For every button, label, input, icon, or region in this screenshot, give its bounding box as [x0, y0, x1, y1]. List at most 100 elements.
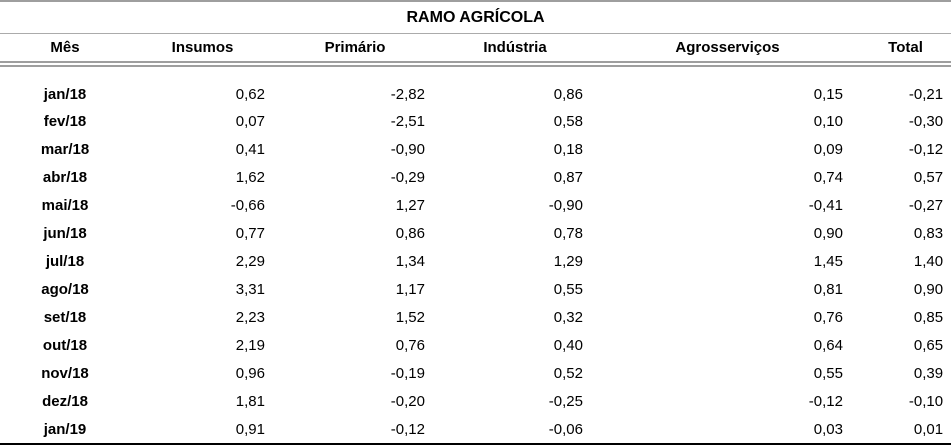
column-header-insumos: Insumos: [130, 33, 275, 67]
row-month: jan/18: [43, 86, 87, 103]
column-header-agrosservicos: Agrosserviços: [595, 33, 860, 67]
cell-total: 0,90: [913, 280, 944, 298]
table-title-row: RAMO AGRÍCOLA: [0, 1, 951, 34]
cell-primario: 1,17: [395, 280, 425, 298]
cell-industria: 0,86: [553, 86, 583, 103]
cell-agrosservicos: 0,10: [813, 112, 843, 130]
cell-insumos: 0,91: [235, 420, 265, 438]
table-row: set/18 2,23 1,52 0,32 0,76 0,85: [0, 303, 951, 331]
cell-total: -0,12: [908, 140, 944, 158]
cell-industria: 0,78: [553, 224, 583, 242]
cell-agrosservicos: 0,55: [813, 364, 843, 382]
cell-industria: 0,40: [553, 336, 583, 354]
table-row: jun/18 0,77 0,86 0,78 0,90 0,83: [0, 219, 951, 247]
row-month: dez/18: [42, 392, 88, 410]
cell-industria: 1,29: [553, 252, 583, 270]
cell-industria: 0,55: [553, 280, 583, 298]
cell-insumos: 0,77: [235, 224, 265, 242]
cell-total: 0,57: [913, 168, 944, 186]
cell-total: -0,30: [908, 112, 944, 130]
row-month: abr/18: [42, 168, 88, 186]
cell-total: -0,10: [908, 392, 944, 410]
cell-total: -0,21: [908, 86, 944, 103]
cell-insumos: 2,29: [235, 252, 265, 270]
cell-insumos: 2,23: [235, 308, 265, 326]
cell-total: 0,85: [913, 308, 944, 326]
row-month: mar/18: [40, 140, 90, 158]
cell-insumos: 3,31: [235, 280, 265, 298]
cell-primario: -0,29: [390, 168, 425, 186]
row-month: jun/18: [43, 224, 87, 242]
row-month: jan/19: [43, 420, 87, 438]
cell-total: 0,83: [913, 224, 944, 242]
cell-agrosservicos: 1,45: [813, 252, 843, 270]
cell-agrosservicos: 0,64: [813, 336, 843, 354]
cell-industria: 0,87: [553, 168, 583, 186]
cell-industria: 0,32: [553, 308, 583, 326]
cell-primario: -0,90: [390, 140, 425, 158]
row-month: set/18: [43, 308, 87, 326]
cell-primario: 0,76: [395, 336, 425, 354]
table-row: mai/18 -0,66 1,27 -0,90 -0,41 -0,27: [0, 191, 951, 219]
cell-primario: -0,12: [390, 420, 425, 438]
cell-insumos: 1,81: [235, 392, 265, 410]
table-row: ago/18 3,31 1,17 0,55 0,81 0,90: [0, 275, 951, 303]
cell-agrosservicos: 0,03: [813, 420, 843, 438]
row-month: out/18: [42, 336, 88, 354]
table-title: RAMO AGRÍCOLA: [0, 1, 951, 34]
row-month: mai/18: [41, 196, 89, 214]
cell-total: 0,65: [913, 336, 944, 354]
cell-industria: 0,58: [553, 112, 583, 130]
table-row: out/18 2,19 0,76 0,40 0,64 0,65: [0, 331, 951, 359]
cell-agrosservicos: -0,41: [808, 196, 843, 214]
cell-primario: -2,82: [390, 86, 425, 103]
cell-insumos: -0,66: [230, 196, 265, 214]
column-header-total: Total: [860, 33, 951, 67]
cell-insumos: 2,19: [235, 336, 265, 354]
cell-industria: 0,52: [553, 364, 583, 382]
cell-industria: -0,90: [548, 196, 583, 214]
cell-agrosservicos: 0,74: [813, 168, 843, 186]
row-month: nov/18: [41, 364, 89, 382]
column-header-primario: Primário: [275, 33, 435, 67]
cell-primario: -0,20: [390, 392, 425, 410]
column-header-industria: Indústria: [435, 33, 595, 67]
cell-primario: 1,34: [395, 252, 425, 270]
row-month: fev/18: [43, 112, 87, 130]
cell-agrosservicos: 0,76: [813, 308, 843, 326]
cell-agrosservicos: 0,15: [813, 86, 843, 103]
row-month: ago/18: [41, 280, 89, 298]
cell-insumos: 0,07: [235, 112, 265, 130]
table-header-row: Mês Insumos Primário Indústria Agrosserv…: [0, 33, 951, 67]
cell-agrosservicos: -0,12: [808, 392, 843, 410]
cell-insumos: 0,96: [235, 364, 265, 382]
cell-industria: -0,25: [548, 392, 583, 410]
cell-agrosservicos: 0,81: [813, 280, 843, 298]
cell-industria: 0,18: [553, 140, 583, 158]
cell-total: 1,40: [913, 252, 944, 270]
column-header-mes: Mês: [0, 33, 130, 67]
table-row: jan/18 0,62 -2,82 0,86 0,15 -0,21: [0, 64, 951, 107]
cell-total: -0,27: [908, 196, 944, 214]
cell-primario: 1,27: [395, 196, 425, 214]
cell-total: 0,01: [913, 420, 944, 438]
table-row: dez/18 1,81 -0,20 -0,25 -0,12 -0,10: [0, 387, 951, 415]
table-row: fev/18 0,07 -2,51 0,58 0,10 -0,30: [0, 107, 951, 135]
table-row: mar/18 0,41 -0,90 0,18 0,09 -0,12: [0, 135, 951, 163]
cell-industria: -0,06: [548, 420, 583, 438]
cell-primario: 0,86: [395, 224, 425, 242]
cell-primario: 1,52: [395, 308, 425, 326]
cell-primario: -2,51: [390, 112, 425, 130]
cell-insumos: 1,62: [235, 168, 265, 186]
table-row: jan/19 0,91 -0,12 -0,06 0,03 0,01: [0, 415, 951, 444]
cell-agrosservicos: 0,09: [813, 140, 843, 158]
cell-total: 0,39: [913, 364, 944, 382]
cell-insumos: 0,62: [235, 86, 265, 103]
table-row: jul/18 2,29 1,34 1,29 1,45 1,40: [0, 247, 951, 275]
cell-primario: -0,19: [390, 364, 425, 382]
cell-insumos: 0,41: [235, 140, 265, 158]
table-row: nov/18 0,96 -0,19 0,52 0,55 0,39: [0, 359, 951, 387]
table-row: abr/18 1,62 -0,29 0,87 0,74 0,57: [0, 163, 951, 191]
